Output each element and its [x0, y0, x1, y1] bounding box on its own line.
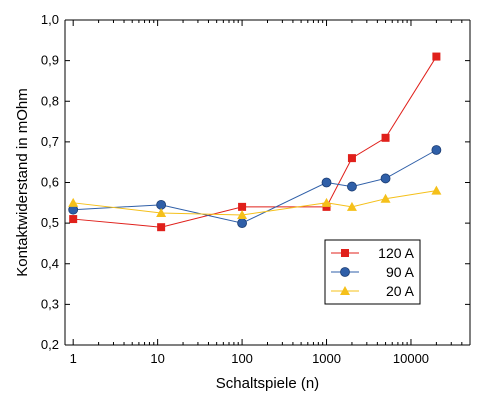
x-axis-title: Schaltspiele (n)	[216, 375, 319, 392]
y-tick-label: 0,7	[41, 134, 59, 149]
data-point	[322, 202, 331, 211]
legend-label: 120 A	[378, 245, 414, 261]
legend-label: 90 A	[386, 264, 415, 280]
x-tick-label: 10	[150, 351, 164, 366]
data-point	[321, 177, 332, 188]
data-point	[347, 154, 356, 163]
data-point	[68, 197, 79, 207]
legend: 120 A 90 A 20 A	[324, 239, 421, 305]
series-line	[73, 149, 437, 224]
data-point	[432, 52, 441, 61]
x-tick-label: 1	[70, 351, 77, 366]
series-layer	[68, 52, 442, 232]
legend-marker	[341, 249, 349, 257]
data-point	[238, 202, 247, 211]
legend-marker	[340, 267, 350, 277]
data-point	[156, 207, 167, 217]
y-tick-label: 0,3	[41, 296, 59, 311]
y-tick-label: 0,5	[41, 215, 59, 230]
series-line	[73, 190, 437, 216]
data-point	[157, 223, 166, 232]
data-point	[380, 173, 391, 184]
data-point	[381, 133, 390, 142]
data-point	[431, 185, 442, 195]
data-point	[69, 215, 78, 224]
y-axis-title: Kontaktwiderstand in mOhm	[14, 88, 31, 276]
series-120a	[69, 52, 441, 232]
legend-label: 20 A	[386, 283, 415, 299]
data-point	[237, 210, 248, 219]
y-tick-label: 0,8	[41, 93, 59, 108]
x-tick-label: 10000	[393, 351, 429, 366]
y-tick-label: 0,6	[41, 175, 59, 190]
y-tick-label: 0,9	[41, 53, 59, 68]
legend-marker	[340, 286, 350, 295]
series-90a	[68, 145, 442, 229]
data-point	[237, 218, 247, 229]
x-tick-label: 100	[231, 351, 253, 366]
y-tick-label: 0,4	[41, 256, 59, 271]
data-point	[346, 201, 357, 211]
y-tick-label: 0,2	[41, 337, 59, 352]
y-tick-label: 1,0	[41, 12, 59, 27]
data-point	[380, 193, 391, 203]
x-tick-label: 1000	[312, 351, 341, 366]
series-20a	[68, 185, 442, 219]
ticks-layer: 0,2 0,3 0,4 0,5 0,6 0,7 0,8 0,9 1,0 1 10 100 1000 100…	[41, 12, 470, 366]
data-point	[431, 145, 442, 155]
data-point	[321, 197, 332, 207]
data-point	[347, 181, 357, 192]
